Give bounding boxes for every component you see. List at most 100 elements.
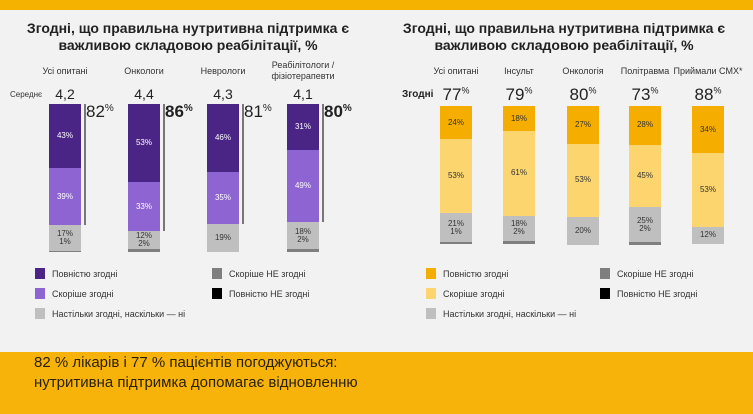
segment-label: 28% <box>636 120 653 130</box>
segment-label: 17% <box>56 228 73 238</box>
legend-label: Повністю НЕ згодні <box>617 288 698 299</box>
total-bracket-line <box>242 104 244 224</box>
total-bracket-line <box>84 104 86 226</box>
legend-item: Скоріше згодні <box>35 288 114 299</box>
bar-segment-4 <box>49 250 81 253</box>
legend-item: Повністю згодні <box>426 268 508 279</box>
bar-segment-3 <box>49 225 81 251</box>
bar-segment-2 <box>692 153 724 227</box>
row-label: Згодні <box>402 89 434 100</box>
category-label: Приймали СМХ* <box>673 66 743 76</box>
segment-label: 20% <box>574 226 591 236</box>
bar-segment-2 <box>207 172 239 224</box>
bar-segment-4 <box>128 249 160 252</box>
percent-sign: % <box>713 85 722 96</box>
bar-segment-1 <box>287 104 319 150</box>
segment-label: 24% <box>447 117 464 127</box>
segment-label: 25% <box>636 215 653 225</box>
total-value: 77 <box>442 85 462 104</box>
legend-label: Повністю НЕ згодні <box>229 288 310 299</box>
total-agree: 80% <box>559 85 607 105</box>
legend-item: Скоріше НЕ згодні <box>600 268 694 279</box>
total-agree: 80% <box>324 102 352 122</box>
bar-segment-2 <box>503 131 535 216</box>
chart-title: Згодні, що правильна нутритивна підтримк… <box>402 20 726 53</box>
total-value: 73 <box>631 85 651 104</box>
bar-segment-4 <box>440 242 472 244</box>
category-label: Онкологія <box>562 66 604 76</box>
bar-segment-2 <box>128 182 160 232</box>
segment-label: 12% <box>135 231 152 241</box>
total-agree: 79% <box>495 85 543 105</box>
legend-item: Настільки згодні, наскільки — ні <box>426 308 576 319</box>
segment-label: 18% <box>510 113 527 123</box>
total-agree: 82% <box>86 102 114 122</box>
bar-segment-1 <box>567 106 599 144</box>
average-value: 4,2 <box>55 86 75 102</box>
legend-swatch <box>35 288 45 299</box>
segment-label: 33% <box>135 201 152 211</box>
total-agree: 88% <box>684 85 732 105</box>
bar-segment-1 <box>440 106 472 140</box>
segment-label: 21% <box>447 218 464 228</box>
bar-segment-3 <box>440 213 472 243</box>
bar-segment-4 <box>287 249 319 252</box>
segment-label: 2% <box>639 223 651 233</box>
total-agree: 77% <box>432 85 480 105</box>
percent-sign: % <box>342 103 352 114</box>
bar-segment-2 <box>567 143 599 218</box>
segment-label: 53% <box>699 185 716 195</box>
legend-swatch <box>212 288 222 299</box>
segment-label: 35% <box>214 192 231 202</box>
total-value: 79 <box>505 85 525 104</box>
legend-label: Настільки згодні, наскільки — ні <box>443 308 577 319</box>
segment-label: 53% <box>447 171 464 181</box>
legend-item: Скоріше НЕ згодні <box>212 268 306 279</box>
segment-label: 34% <box>699 124 716 134</box>
legend-item: Повністю НЕ згодні <box>600 288 697 299</box>
chart-title: Згодні, що правильна нутритивна підтримк… <box>26 20 350 53</box>
category-label: Реабілітологи / фізіотерапевти <box>271 60 335 81</box>
percent-sign: % <box>650 85 659 96</box>
bar-segment-3 <box>692 226 724 244</box>
total-value: 80 <box>569 85 589 104</box>
legend-item: Скоріше згодні <box>426 288 505 299</box>
bar-segment-1 <box>207 104 239 173</box>
segment-label: 2% <box>513 227 525 237</box>
total-value: 82 <box>86 102 105 121</box>
bar-segment-1 <box>503 106 535 132</box>
conclusion-banner: 82 % лікарів і 77 % пацієнтів погоджують… <box>0 352 753 414</box>
total-bracket-line <box>163 104 165 232</box>
row-label: Середнє <box>10 90 43 99</box>
bar-segment-3 <box>128 231 160 250</box>
category-label: Неврологи <box>200 66 246 76</box>
segment-label: 39% <box>56 191 73 201</box>
legend-swatch <box>426 308 436 319</box>
bar-segment-4 <box>629 242 661 245</box>
legend-swatch <box>600 268 610 279</box>
segment-label: 18% <box>294 226 311 236</box>
total-bracket-line <box>322 104 324 223</box>
segment-label: 53% <box>574 175 591 185</box>
bar-segment-2 <box>440 139 472 214</box>
legend-label: Скоріше згодні <box>443 288 505 299</box>
bar-segment-2 <box>49 167 81 226</box>
bar-segment-3 <box>287 222 319 250</box>
bar-segment-4 <box>503 240 535 244</box>
average-value: 4,3 <box>213 86 233 102</box>
legend-label: Повністю згодні <box>443 268 509 279</box>
bar-segment-3 <box>207 223 239 252</box>
category-label: Політравма <box>620 66 670 76</box>
total-value: 80 <box>324 102 343 121</box>
segment-label: 1% <box>450 226 462 236</box>
bar-segment-1 <box>692 106 724 154</box>
segment-label: 31% <box>294 121 311 131</box>
percent-sign: % <box>183 103 193 114</box>
category-label: Усі опитані <box>42 66 88 76</box>
percent-sign: % <box>262 103 272 114</box>
legend-swatch <box>600 288 610 299</box>
legend-swatch <box>35 268 45 279</box>
legend-label: Скоріше НЕ згодні <box>617 268 694 279</box>
segment-label: 19% <box>214 232 231 242</box>
segment-label: 53% <box>135 138 152 148</box>
